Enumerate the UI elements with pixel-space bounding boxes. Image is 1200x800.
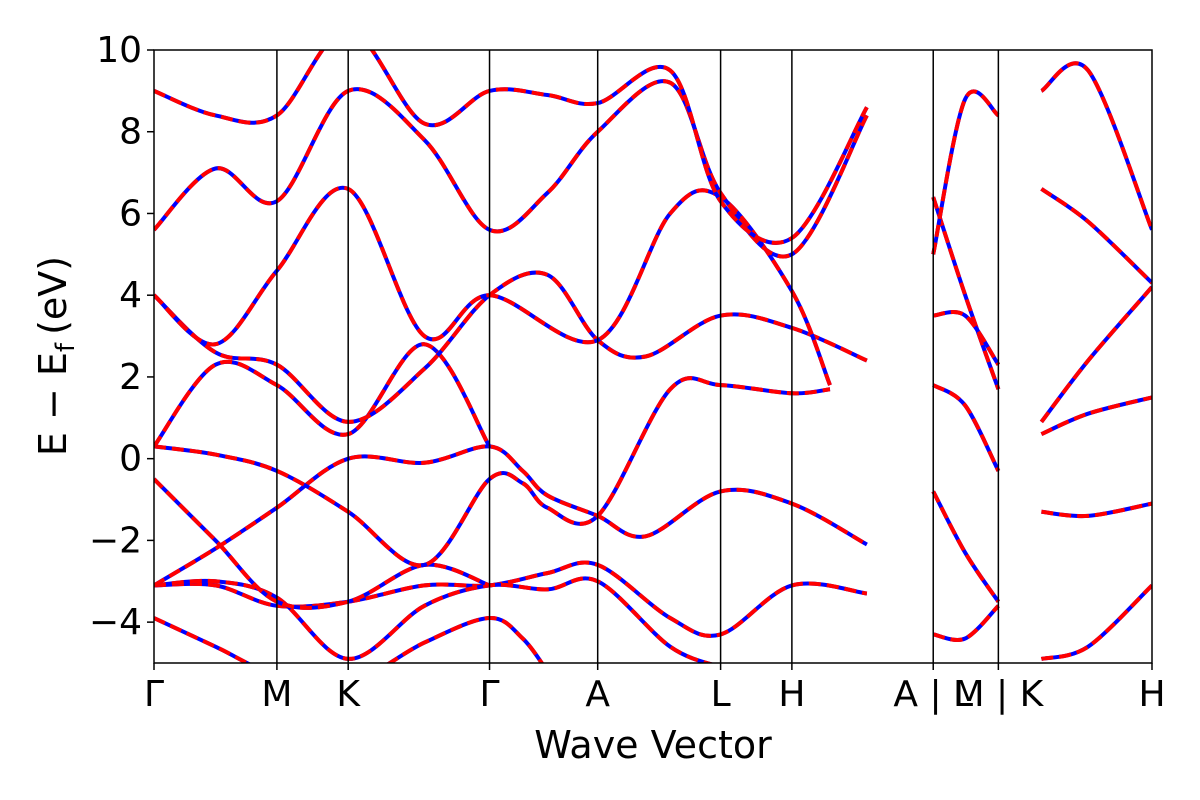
band-line-wannier: [931, 490, 1001, 603]
band-line-wannier: [932, 310, 1001, 366]
band-line-wannier: [154, 477, 491, 610]
band-line-wannier: [154, 576, 715, 663]
band-line-wannier: [931, 89, 1000, 255]
band-line-wannier: [1040, 187, 1152, 285]
y-tick-label: 0: [119, 439, 142, 480]
x-tick-label: M: [261, 674, 292, 715]
x-tick-label: M | K: [954, 674, 1045, 715]
band-line-wannier: [1040, 583, 1152, 661]
y-tick-label: 2: [119, 357, 142, 398]
band-line-wannier: [1040, 61, 1152, 231]
x-tick-label: A | L: [893, 674, 973, 715]
y-axis-title-sub: f: [51, 342, 81, 352]
bands-layer: [154, 30, 1152, 663]
y-ticks: 10 8 6 4 2 0 −2 −4: [89, 30, 154, 643]
x-tick-label: A: [585, 674, 610, 715]
y-tick-label: 10: [96, 30, 142, 71]
y-tick-label: −2: [89, 520, 142, 561]
band-line-wannier: [1039, 285, 1152, 424]
x-axis-title: Wave Vector: [534, 723, 772, 767]
x-tick-label: Γ: [480, 674, 500, 715]
kpoint-lines: [276, 50, 1000, 663]
band-line-wannier: [1041, 501, 1152, 519]
band-line-wannier: [932, 383, 1001, 472]
x-tick-label: H: [1138, 674, 1165, 715]
x-ticks: Γ M K Γ A L H A | LM | K H: [144, 663, 1166, 715]
x-tick-label: Γ: [144, 674, 164, 715]
y-tick-label: 6: [119, 193, 142, 234]
x-tick-label: L: [711, 674, 731, 715]
band-line-dft: [1040, 395, 1152, 436]
x-tick-label: H: [778, 674, 805, 715]
y-axis-title-main: E − E: [31, 352, 75, 456]
x-tick-label: K: [336, 674, 361, 715]
y-tick-label: −4: [89, 602, 142, 643]
band-line-wannier: [154, 615, 545, 663]
y-axis-title: E − Ef (eV): [31, 256, 81, 456]
y-tick-label: 4: [119, 275, 142, 316]
plot-frame: [153, 49, 1153, 664]
band-line-wannier: [932, 604, 1000, 642]
y-tick-label: 8: [119, 112, 142, 153]
y-axis-title-unit: (eV): [31, 256, 75, 335]
